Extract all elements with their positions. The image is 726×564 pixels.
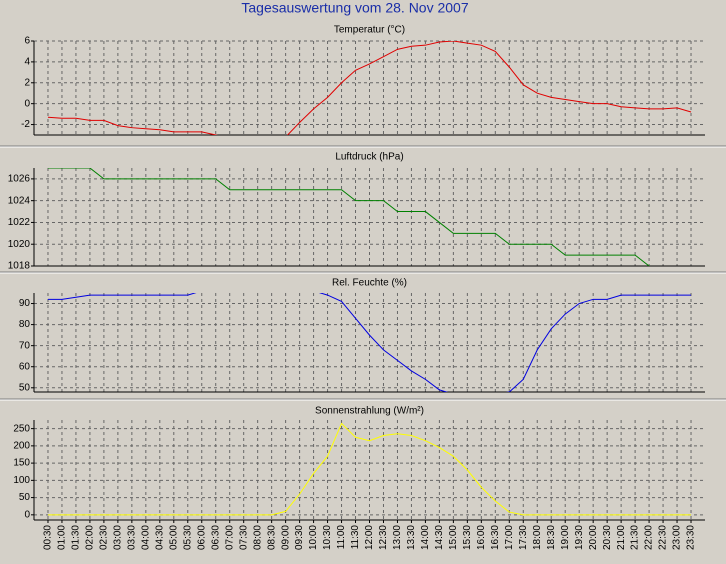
y-tick-label: 80: [19, 319, 31, 330]
x-tick-label: 19:30: [574, 525, 585, 550]
x-tick-label: 02:00: [85, 525, 96, 550]
y-tick-label: 4: [24, 57, 30, 68]
data-line: [47, 168, 650, 266]
x-tick-label: 12:30: [378, 525, 389, 550]
y-tick-label: 200: [13, 441, 30, 452]
x-tick-label: 09:00: [280, 525, 291, 550]
x-tick-label: 22:30: [658, 525, 669, 550]
y-tick-label: 1022: [8, 217, 31, 228]
y-tick-label: 50: [19, 382, 31, 393]
x-tick-label: 17:30: [518, 525, 529, 550]
x-tick-label: 01:00: [57, 525, 68, 550]
x-tick-label: 18:00: [532, 525, 543, 550]
x-tick-label: 14:00: [420, 525, 431, 550]
y-tick-label: 150: [13, 458, 30, 469]
data-line: [47, 41, 692, 135]
x-tick-label: 10:00: [308, 525, 319, 550]
x-tick-label: 20:30: [602, 525, 613, 550]
x-tick-label: 02:30: [99, 525, 110, 550]
x-tick-label: 01:30: [71, 525, 82, 550]
x-tick-label: 08:30: [266, 525, 277, 550]
x-tick-label: 04:00: [140, 525, 151, 550]
x-tick-label: 06:30: [210, 525, 221, 550]
x-tick-label: 08:00: [252, 525, 263, 550]
x-tick-label: 23:00: [672, 525, 683, 550]
data-line: [47, 422, 692, 516]
x-tick-label: 07:00: [224, 525, 235, 550]
x-tick-label: 14:30: [434, 525, 445, 550]
x-tick-label: 05:00: [168, 525, 179, 550]
x-tick-label: 07:30: [238, 525, 249, 550]
panel-title: Temperatur (°C): [334, 25, 405, 36]
x-tick-label: 15:30: [462, 525, 473, 550]
x-tick-label: 09:30: [294, 525, 305, 550]
y-tick-label: 1026: [8, 174, 31, 185]
x-tick-label: 03:00: [113, 525, 124, 550]
y-tick-label: -2: [21, 119, 30, 130]
x-tick-label: 16:00: [476, 525, 487, 550]
x-tick-label: 18:30: [546, 525, 557, 550]
x-tick-label: 15:00: [448, 525, 459, 550]
x-tick-label: 00:30: [43, 525, 54, 550]
y-tick-label: 60: [19, 361, 31, 372]
y-tick-label: 250: [13, 423, 30, 434]
panel-title: Rel. Feuchte (%): [332, 278, 407, 289]
x-tick-label: 21:30: [630, 525, 641, 550]
x-tick-label: 04:30: [154, 525, 165, 550]
panel-title: Sonnenstrahlung (W/m²): [315, 406, 424, 417]
y-tick-label: 70: [19, 340, 31, 351]
x-tick-label: 22:00: [644, 525, 655, 550]
y-tick-label: 0: [24, 98, 30, 109]
x-tick-label: 06:00: [196, 525, 207, 550]
y-tick-label: 50: [19, 492, 31, 503]
x-tick-label: 13:00: [392, 525, 403, 550]
x-tick-label: 21:00: [616, 525, 627, 550]
y-tick-label: 2: [24, 77, 30, 88]
x-tick-label: 17:00: [504, 525, 515, 550]
x-tick-label: 20:00: [588, 525, 599, 550]
y-tick-label: 1018: [8, 261, 31, 272]
y-tick-label: 0: [24, 509, 30, 520]
x-tick-label: 16:30: [490, 525, 501, 550]
page-title: Tagesauswertung vom 28. Nov 2007: [241, 0, 468, 16]
y-tick-label: 1020: [8, 239, 31, 250]
panel-title: Luftdruck (hPa): [335, 152, 403, 163]
x-tick-label: 11:00: [336, 525, 347, 550]
y-tick-label: 1024: [8, 195, 31, 206]
y-tick-label: 90: [19, 298, 31, 309]
x-tick-label: 19:00: [560, 525, 571, 550]
x-tick-label: 10:30: [322, 525, 333, 550]
x-tick-label: 05:30: [182, 525, 193, 550]
x-tick-label: 11:30: [350, 525, 361, 550]
x-tick-label: 23:30: [686, 525, 697, 550]
y-tick-label: 6: [24, 36, 30, 47]
x-tick-label: 03:30: [126, 525, 137, 550]
x-tick-label: 13:30: [406, 525, 417, 550]
x-tick-label: 12:00: [364, 525, 375, 550]
y-tick-label: 100: [13, 475, 30, 486]
data-line: [47, 293, 692, 392]
